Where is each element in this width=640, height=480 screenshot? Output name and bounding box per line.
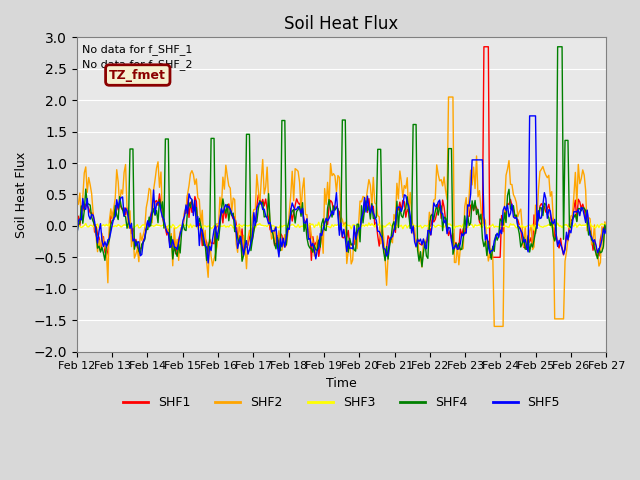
SHF1 xyxy=(480,44,488,49)
Text: TZ_fmet: TZ_fmet xyxy=(109,69,166,82)
SHF2 xyxy=(305,236,312,242)
SHF1 xyxy=(248,237,256,242)
X-axis label: Time: Time xyxy=(326,377,357,390)
SHF2 xyxy=(257,178,265,183)
SHF5 xyxy=(73,233,81,239)
SHF3 xyxy=(530,228,538,233)
SHF2 xyxy=(73,203,81,208)
SHF4 xyxy=(305,242,312,248)
SHF4 xyxy=(257,202,265,207)
SHF1 xyxy=(231,214,239,220)
SHF5 xyxy=(204,260,212,266)
Legend: SHF1, SHF2, SHF3, SHF4, SHF5: SHF1, SHF2, SHF3, SHF4, SHF5 xyxy=(118,391,565,414)
SHF2 xyxy=(445,94,452,100)
SHF5 xyxy=(250,210,258,216)
SHF2 xyxy=(490,324,498,329)
SHF1 xyxy=(576,199,584,205)
Line: SHF5: SHF5 xyxy=(77,116,606,263)
SHF2 xyxy=(248,214,256,220)
SHF3 xyxy=(138,223,146,228)
SHF1 xyxy=(308,257,316,263)
SHF4 xyxy=(138,241,146,247)
SHF2 xyxy=(576,181,584,187)
SHF4 xyxy=(73,231,81,237)
SHF1 xyxy=(305,227,312,233)
SHF5 xyxy=(259,206,266,212)
SHF4 xyxy=(418,264,426,270)
Text: No data for f_SHF_2: No data for f_SHF_2 xyxy=(82,60,193,70)
SHF5 xyxy=(576,213,584,218)
Text: No data for f_SHF_1: No data for f_SHF_1 xyxy=(82,44,193,55)
SHF4 xyxy=(602,228,610,234)
SHF5 xyxy=(306,236,314,241)
Line: SHF1: SHF1 xyxy=(77,47,606,260)
SHF1 xyxy=(257,201,265,207)
SHF5 xyxy=(526,113,534,119)
SHF4 xyxy=(231,228,239,234)
SHF4 xyxy=(576,206,584,212)
SHF3 xyxy=(257,222,265,228)
Title: Soil Heat Flux: Soil Heat Flux xyxy=(285,15,399,33)
SHF4 xyxy=(248,237,256,243)
SHF2 xyxy=(231,197,239,203)
Line: SHF2: SHF2 xyxy=(77,97,606,326)
SHF3 xyxy=(73,222,81,228)
SHF1 xyxy=(138,245,146,251)
SHF1 xyxy=(602,223,610,228)
SHF3 xyxy=(576,221,584,227)
SHF3 xyxy=(305,222,312,228)
SHF1 xyxy=(73,215,81,220)
Line: SHF4: SHF4 xyxy=(77,47,606,267)
Line: SHF3: SHF3 xyxy=(77,222,606,230)
SHF2 xyxy=(138,238,146,243)
SHF3 xyxy=(248,224,256,230)
SHF3 xyxy=(315,219,323,225)
SHF3 xyxy=(231,225,239,230)
Y-axis label: Soil Heat Flux: Soil Heat Flux xyxy=(15,151,28,238)
SHF5 xyxy=(138,252,146,257)
SHF5 xyxy=(232,229,240,235)
SHF5 xyxy=(602,226,610,232)
SHF3 xyxy=(602,222,610,228)
SHF4 xyxy=(554,44,561,49)
SHF2 xyxy=(602,225,610,231)
